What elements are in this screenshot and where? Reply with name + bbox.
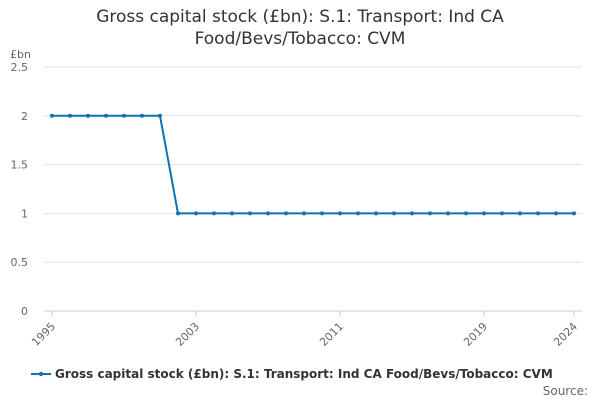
data-point[interactable] — [464, 211, 468, 216]
data-point[interactable] — [50, 113, 54, 118]
data-point[interactable] — [554, 211, 558, 216]
data-point[interactable] — [212, 211, 216, 216]
data-point[interactable] — [266, 211, 270, 216]
data-point[interactable] — [518, 211, 522, 216]
chart-title: Gross capital stock (£bn): S.1: Transpor… — [0, 6, 600, 50]
data-point[interactable] — [446, 211, 450, 216]
data-point[interactable] — [302, 211, 306, 216]
x-tick-label: 2024 — [551, 320, 580, 349]
y-tick-label: 1.5 — [11, 159, 29, 172]
chart-title-line-1: Gross capital stock (£bn): S.1: Transpor… — [96, 7, 504, 27]
data-point[interactable] — [482, 211, 486, 216]
legend: Gross capital stock (£bn): S.1: Transpor… — [31, 366, 553, 382]
y-tick-label: 2.5 — [11, 61, 29, 74]
y-axis-unit-label: £bn — [10, 48, 31, 61]
x-tick-label: 2003 — [173, 320, 202, 349]
x-tick-labels: 1995 2003 2011 2019 2024 — [29, 320, 580, 349]
data-point[interactable] — [428, 211, 432, 216]
y-tick-label: 0.5 — [11, 256, 29, 269]
series-lines — [52, 114, 574, 215]
data-point[interactable] — [392, 211, 396, 216]
source-label: Source: — [542, 384, 588, 398]
y-tick-label: 0 — [21, 305, 28, 318]
data-point[interactable] — [356, 211, 360, 216]
y-tick-label: 1 — [21, 207, 28, 220]
y-tick-label: 2 — [21, 110, 28, 123]
data-point[interactable] — [320, 211, 324, 216]
x-tick-label: 2011 — [317, 320, 346, 349]
data-point[interactable] — [140, 113, 144, 118]
data-point[interactable] — [104, 113, 108, 118]
series-points — [50, 113, 576, 216]
series-line — [52, 114, 574, 215]
data-point[interactable] — [572, 211, 576, 216]
data-point[interactable] — [122, 113, 126, 118]
data-point[interactable] — [86, 113, 90, 118]
x-axis — [44, 310, 582, 317]
data-point[interactable] — [338, 211, 342, 216]
data-point[interactable] — [248, 211, 252, 216]
data-point[interactable] — [158, 113, 162, 118]
chart-title-line-2: Food/Bevs/Tobacco: CVM — [194, 29, 406, 49]
y-gridlines — [44, 66, 582, 263]
data-point[interactable] — [284, 211, 288, 216]
data-point[interactable] — [500, 211, 504, 216]
legend-swatch — [31, 371, 51, 377]
y-tick-labels: 0 0.5 1 1.5 2 2.5 — [11, 61, 29, 318]
data-point[interactable] — [230, 211, 234, 216]
data-point[interactable] — [176, 211, 180, 216]
data-point[interactable] — [68, 113, 72, 118]
x-tick-label: 2019 — [461, 320, 490, 349]
data-point[interactable] — [194, 211, 198, 216]
legend-label: Gross capital stock (£bn): S.1: Transpor… — [55, 367, 553, 381]
data-point[interactable] — [374, 211, 378, 216]
x-tick-label: 1995 — [29, 320, 58, 349]
data-point[interactable] — [410, 211, 414, 216]
data-point[interactable] — [536, 211, 540, 216]
